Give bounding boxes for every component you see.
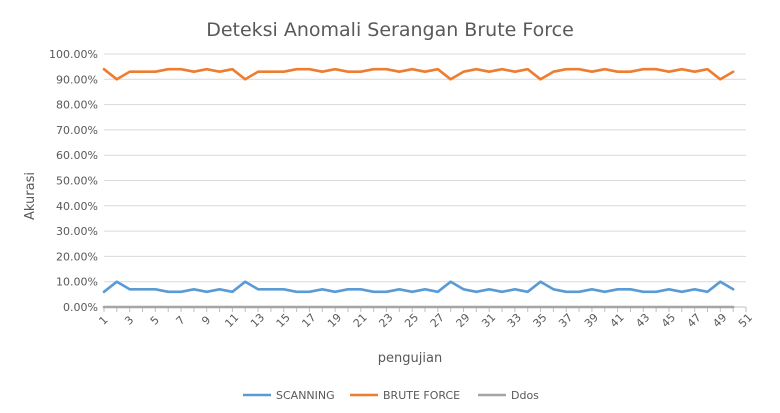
legend: SCANNING BRUTE FORCE Ddos — [243, 389, 539, 402]
x-tick-label: 17 — [299, 311, 318, 330]
y-tick-label: 60.00% — [56, 149, 98, 162]
x-tick-label: 25 — [402, 311, 421, 330]
y-tick-label: 20.00% — [56, 250, 98, 263]
x-tick-label: 5 — [148, 313, 162, 327]
y-tick-label: 0.00% — [63, 301, 98, 314]
x-tick-label: 33 — [505, 311, 524, 330]
series-line-scanning — [104, 282, 733, 292]
x-tick-label: 23 — [376, 311, 395, 330]
x-tick-label: 51 — [736, 311, 755, 330]
y-axis-label: Akurasi — [23, 172, 38, 220]
x-tick-label: 1 — [96, 313, 110, 327]
x-tick-label: 3 — [122, 313, 136, 327]
x-tick-label: 7 — [173, 313, 187, 327]
legend-label: Ddos — [511, 389, 539, 402]
x-tick-label: 49 — [710, 311, 729, 330]
y-tick-label: 70.00% — [56, 124, 98, 137]
x-tick-label: 21 — [351, 311, 370, 330]
y-tick-label: 50.00% — [56, 175, 98, 188]
x-tick-label: 31 — [479, 311, 498, 330]
x-tick-label: 9 — [199, 313, 213, 327]
x-tick-label: 37 — [556, 311, 575, 330]
x-tick-label: 19 — [325, 311, 344, 330]
y-tick-label: 30.00% — [56, 225, 98, 238]
y-tick-label: 100.00% — [49, 48, 98, 61]
x-tick-label: 27 — [428, 311, 447, 330]
axes: 0.00% 10.00% 20.00% 30.00% 40.00% 50.00% 60.00… — [49, 48, 755, 330]
legend-label: BRUTE FORCE — [383, 389, 460, 402]
series-line-brute-force — [104, 69, 733, 79]
chart-title: Deteksi Anomali Serangan Brute Force — [206, 19, 574, 41]
x-tick-label: 13 — [248, 311, 267, 330]
x-tick-label: 29 — [453, 311, 472, 330]
legend-label: SCANNING — [276, 389, 335, 402]
y-tick-label: 40.00% — [56, 200, 98, 213]
x-tick-label: 35 — [531, 311, 550, 330]
x-tick-label: 39 — [582, 311, 601, 330]
x-tick-label: 15 — [274, 311, 293, 330]
x-tick-label: 47 — [685, 311, 704, 330]
y-tick-label: 80.00% — [56, 99, 98, 112]
x-tick-label: 43 — [633, 311, 652, 330]
x-axis-label: pengujian — [378, 351, 442, 366]
x-tick-label: 45 — [659, 311, 678, 330]
x-tick-label: 41 — [608, 311, 627, 330]
y-tick-label: 10.00% — [56, 276, 98, 289]
x-tick-label: 11 — [222, 311, 241, 330]
gridlines — [104, 54, 746, 307]
y-tick-label: 90.00% — [56, 73, 98, 86]
